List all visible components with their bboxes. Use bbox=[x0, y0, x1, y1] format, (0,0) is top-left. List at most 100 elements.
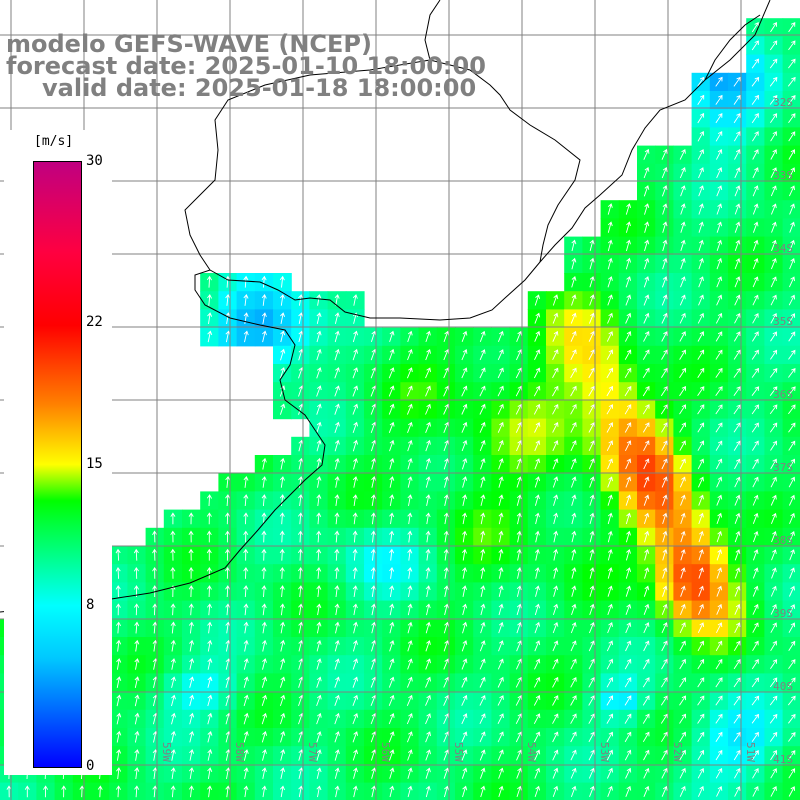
wind-arrow bbox=[589, 530, 595, 543]
wind-arrow bbox=[788, 604, 796, 615]
wind-arrow bbox=[297, 548, 303, 561]
wind-arrow bbox=[462, 567, 468, 579]
wind-arrow bbox=[571, 530, 577, 543]
wind-arrow bbox=[661, 185, 668, 197]
wind-arrow bbox=[225, 621, 231, 634]
colorbar-unit: [m/s] bbox=[34, 134, 74, 149]
wind-arrow bbox=[571, 585, 577, 597]
wind-arrow bbox=[679, 440, 686, 451]
wind-arrow bbox=[733, 76, 741, 87]
wind-arrow bbox=[316, 385, 322, 397]
wind-arrow bbox=[534, 349, 541, 360]
wind-arrow bbox=[207, 330, 213, 343]
wind-arrow bbox=[407, 421, 413, 433]
wind-arrow bbox=[607, 294, 613, 306]
wind-arrow bbox=[733, 422, 741, 433]
wind-arrow bbox=[116, 749, 122, 761]
wind-arrow bbox=[407, 585, 413, 597]
wind-arrow bbox=[770, 458, 777, 470]
wind-arrow bbox=[770, 131, 777, 142]
wind-arrow bbox=[715, 386, 723, 397]
wind-arrow bbox=[697, 130, 705, 142]
wind-arrow bbox=[479, 403, 486, 415]
wind-arrow bbox=[298, 603, 304, 616]
wind-arrow bbox=[625, 294, 632, 306]
wind-arrow bbox=[243, 603, 249, 616]
wind-arrow bbox=[316, 621, 322, 634]
wind-arrow bbox=[534, 422, 541, 433]
wind-arrow bbox=[389, 530, 395, 543]
wind-arrow bbox=[352, 694, 359, 706]
wind-arrow bbox=[243, 585, 249, 598]
wind-arrow bbox=[370, 585, 376, 597]
wind-arrow bbox=[715, 677, 723, 688]
colorbar-tick: 15 bbox=[86, 455, 103, 472]
wind-arrow bbox=[316, 585, 322, 598]
wind-arrow bbox=[661, 640, 668, 652]
wind-arrow bbox=[388, 348, 395, 361]
wind-arrow bbox=[388, 658, 395, 670]
wind-arrow bbox=[643, 185, 650, 197]
wind-arrow bbox=[389, 494, 395, 506]
wind-arrow bbox=[733, 440, 741, 451]
wind-arrow bbox=[334, 403, 340, 415]
wind-arrow bbox=[134, 785, 140, 798]
wind-arrow bbox=[443, 749, 450, 761]
wind-arrow bbox=[133, 548, 139, 561]
wind-arrow bbox=[425, 349, 431, 361]
wind-arrow bbox=[624, 695, 632, 706]
wind-arrow bbox=[479, 385, 486, 397]
wind-arrow bbox=[625, 622, 632, 634]
wind-arrow bbox=[43, 785, 49, 798]
wind-arrow bbox=[552, 731, 559, 743]
wind-arrow bbox=[116, 730, 122, 743]
wind-arrow bbox=[189, 676, 195, 688]
wind-arrow bbox=[170, 676, 176, 688]
wind-arrow bbox=[734, 767, 741, 779]
wind-arrow bbox=[662, 221, 668, 233]
wind-arrow bbox=[552, 422, 559, 433]
wind-arrow bbox=[425, 457, 431, 470]
wind-arrow bbox=[298, 785, 304, 798]
wind-arrow bbox=[570, 367, 577, 379]
wind-arrow bbox=[715, 149, 723, 160]
wind-arrow bbox=[680, 512, 686, 525]
wind-arrow bbox=[734, 786, 741, 797]
wind-arrow bbox=[334, 530, 340, 543]
wind-arrow bbox=[479, 367, 486, 379]
wind-arrow bbox=[370, 330, 377, 343]
wind-arrow bbox=[679, 458, 686, 470]
wind-arrow bbox=[134, 676, 140, 688]
wind-arrow bbox=[353, 767, 358, 779]
wind-arrow bbox=[715, 312, 723, 324]
wind-arrow bbox=[206, 585, 212, 598]
wind-arrow bbox=[498, 603, 504, 616]
wind-arrow bbox=[316, 530, 322, 543]
wind-arrow bbox=[661, 622, 668, 634]
longitude-label: 58W bbox=[233, 742, 246, 762]
wind-arrow bbox=[497, 421, 504, 433]
wind-arrow bbox=[206, 494, 212, 507]
wind-arrow bbox=[552, 440, 559, 452]
wind-arrow bbox=[716, 585, 723, 597]
wind-arrow bbox=[662, 548, 668, 561]
wind-arrow bbox=[207, 312, 213, 324]
wind-arrow bbox=[516, 530, 522, 543]
wind-arrow bbox=[188, 512, 194, 525]
wind-arrow bbox=[716, 185, 723, 197]
wind-arrow bbox=[553, 585, 559, 597]
wind-arrow bbox=[606, 349, 614, 360]
wind-arrow bbox=[697, 658, 705, 670]
wind-arrow bbox=[751, 713, 759, 724]
wind-arrow bbox=[734, 185, 741, 197]
wind-arrow bbox=[461, 548, 468, 561]
wind-arrow bbox=[371, 476, 377, 488]
wind-arrow bbox=[697, 440, 705, 451]
wind-arrow bbox=[589, 257, 595, 270]
wind-arrow bbox=[625, 476, 632, 488]
wind-arrow bbox=[425, 494, 431, 506]
wind-arrow bbox=[243, 548, 249, 561]
wind-arrow bbox=[715, 440, 723, 451]
wind-arrow bbox=[788, 167, 796, 179]
wind-arrow bbox=[515, 403, 523, 415]
